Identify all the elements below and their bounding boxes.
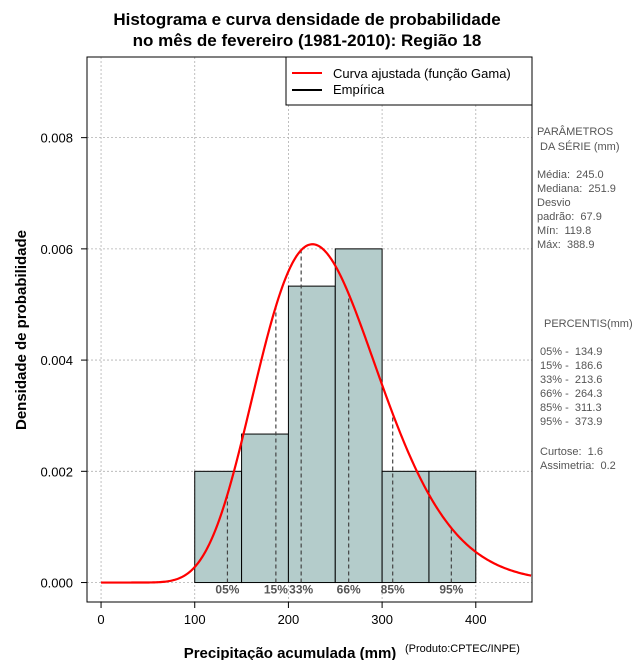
params-title-1: PARÂMETROS [537, 125, 613, 138]
percentile-lines [226, 250, 452, 583]
x-tick-label-3: 300 [371, 612, 393, 627]
legend-fitted-label: Curva ajustada (função Gama) [333, 66, 511, 81]
percentile-label-5: 95% [439, 583, 463, 597]
x-tick-label-1: 100 [184, 612, 206, 627]
percentile-label-3: 66% [337, 583, 361, 597]
product-credit: (Produto:CPTEC/INPE) [405, 643, 520, 655]
stat-mediana: Mediana: 251.9 [537, 183, 616, 195]
stat-curtose: Curtose: 1.6 [540, 446, 603, 458]
stat-assimetria: Assimetria: 0.2 [540, 460, 616, 472]
percentil-85: 85% - 311.3 [540, 402, 602, 414]
stat-desvio-1: Desvio [537, 197, 571, 209]
x-axis: 0 100 200 300 400 [97, 601, 487, 627]
gamma-curve [101, 243, 532, 584]
stat-media: Média: 245.0 [537, 169, 604, 181]
gamma-curve-layer [101, 243, 532, 584]
y-axis-title: Densidade de probabilidade [13, 230, 30, 430]
histogram-bars [194, 248, 477, 584]
y-axis: 0.000 0.002 0.004 0.006 0.008 [40, 131, 88, 591]
percentile-labels: 05% 15% 33% 66% 85% 95% [215, 583, 463, 597]
histogram-bar-1 [241, 433, 289, 584]
percentil-05: 05% - 134.9 [540, 346, 602, 358]
percentis-title: PERCENTIS(mm) [544, 318, 633, 330]
stat-min: Mín: 119.8 [537, 225, 591, 237]
params-title-2: DA SÉRIE (mm) [537, 140, 620, 153]
legend: Curva ajustada (função Gama) Empírica [285, 56, 533, 106]
percentile-label-2: 33% [289, 583, 313, 597]
percentile-label-4: 85% [381, 583, 405, 597]
side-panel: PARÂMETROS DA SÉRIE (mm) Média: 245.0 Me… [537, 125, 633, 472]
x-tick-label-0: 0 [97, 612, 104, 627]
x-tick-label-4: 400 [465, 612, 487, 627]
chart-title-line1: Histograma e curva densidade de probabil… [113, 10, 500, 29]
histogram-bar-2 [287, 285, 336, 584]
x-axis-title: Precipitação acumulada (mm) [184, 645, 397, 660]
chart-title-line2: no mês de fevereiro (1981-2010): Região … [133, 31, 482, 50]
legend-empirical-label: Empírica [333, 82, 385, 97]
y-tick-label-3: 0.006 [40, 242, 73, 257]
legend-box [285, 56, 533, 106]
stat-desvio-2: padrão: 67.9 [537, 211, 602, 223]
histogram-bar-5 [428, 470, 477, 584]
histogram-bar-0 [194, 470, 243, 584]
y-tick-label-2: 0.004 [40, 353, 73, 368]
y-tick-label-0: 0.000 [40, 576, 73, 591]
percentil-33: 33% - 213.6 [540, 374, 602, 386]
percentile-label-0: 05% [215, 583, 239, 597]
percentile-label-1: 15% [264, 583, 288, 597]
histogram-bar-4 [381, 470, 430, 584]
histogram-bar-3 [334, 248, 383, 584]
stat-max: Máx: 388.9 [537, 239, 594, 251]
percentil-15: 15% - 186.6 [540, 360, 602, 372]
y-tick-label-4: 0.008 [40, 131, 73, 146]
x-tick-label-2: 200 [278, 612, 300, 627]
y-tick-label-1: 0.002 [40, 464, 73, 479]
percentil-66: 66% - 264.3 [540, 388, 602, 400]
percentil-95: 95% - 373.9 [540, 416, 602, 428]
